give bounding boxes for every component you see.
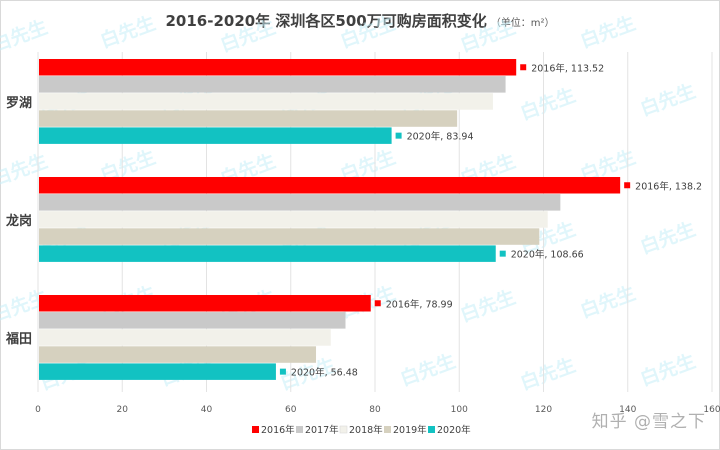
data-label-marker <box>279 368 286 375</box>
legend-swatch-2 <box>296 426 303 433</box>
chart-unit-note: （单位：m²） <box>490 18 555 29</box>
bar-2-1 <box>39 177 621 194</box>
x-tick-label: 80 <box>369 405 381 415</box>
watermark-logo: 白先生 <box>517 353 578 394</box>
legend-swatch-5 <box>428 426 435 433</box>
bar-3-4 <box>39 346 317 363</box>
x-tick-label: 140 <box>619 405 636 415</box>
x-tick-label: 160 <box>703 405 720 415</box>
legend-label-5: 2020年 <box>437 424 471 436</box>
watermark-logo: 白先生 <box>517 83 578 124</box>
data-label: 2016年, 113.52 <box>531 62 604 74</box>
bar-1-5 <box>39 127 392 144</box>
x-tick-label: 40 <box>201 405 213 415</box>
watermark-logo: 白先生 <box>577 281 638 322</box>
legend-swatch-1 <box>252 426 259 433</box>
bar-2-2 <box>39 194 561 211</box>
watermark-logo: 白先生 <box>637 349 698 390</box>
x-tick-label: 100 <box>451 405 468 415</box>
data-label: 2016年, 78.99 <box>386 298 453 310</box>
bar-2-5 <box>39 245 496 262</box>
legend-swatch-4 <box>384 426 391 433</box>
watermark-logo: 白先生 <box>577 11 638 52</box>
data-label-marker <box>395 132 402 139</box>
watermark-logo: 白先生 <box>217 15 278 56</box>
watermark-credit: 知乎 @雪之下 <box>591 412 706 432</box>
watermark-logo: 白先生 <box>0 15 50 56</box>
x-tick-label: 20 <box>117 405 129 415</box>
data-label-marker <box>374 300 381 307</box>
bar-3-2 <box>39 312 346 329</box>
bar-3-1 <box>39 295 371 312</box>
legend-label-3: 2018年 <box>349 424 383 436</box>
watermark-logo: 白先生 <box>457 15 518 56</box>
chart-title: 2016-2020年 深圳各区500万可购房面积变化 （单位：m²） <box>0 10 720 31</box>
data-label-marker <box>520 64 527 71</box>
x-tick-label: 0 <box>35 405 41 415</box>
bar-1-3 <box>39 93 493 110</box>
data-label: 2016年, 138.2 <box>635 180 702 192</box>
legend-label-4: 2019年 <box>393 424 427 436</box>
watermark-logo: 白先生 <box>637 217 698 258</box>
data-label: 2020年, 108.66 <box>511 249 584 261</box>
chart-title-text: 2016-2020年 深圳各区500万可购房面积变化 <box>165 12 487 30</box>
bar-1-4 <box>39 110 458 127</box>
category-label: 龙岗 <box>6 213 32 229</box>
legend-label-2: 2017年 <box>305 424 339 436</box>
data-label-marker <box>499 250 506 257</box>
x-tick-label: 120 <box>535 405 552 415</box>
bar-1-2 <box>39 76 506 93</box>
x-tick-label: 60 <box>285 405 297 415</box>
watermark-logo: 白先生 <box>337 11 398 52</box>
watermark-logo: 白先生 <box>637 79 698 120</box>
watermark-logo: 白先生 <box>457 285 518 326</box>
watermark-logo: 白先生 <box>97 11 158 52</box>
data-label: 2020年, 83.94 <box>407 131 474 143</box>
bar-3-5 <box>39 363 276 380</box>
watermark-logo: 白先生 <box>397 349 458 390</box>
legend-swatch-3 <box>339 425 348 434</box>
bar-1-1 <box>39 59 517 76</box>
data-label-marker <box>624 182 631 189</box>
legend-label-1: 2016年 <box>261 424 295 436</box>
bar-2-3 <box>39 211 548 228</box>
bar-3-3 <box>39 329 331 346</box>
category-label: 福田 <box>5 331 32 347</box>
data-label: 2020年, 56.48 <box>291 367 358 379</box>
bar-2-4 <box>39 228 540 245</box>
category-label: 罗湖 <box>6 96 32 111</box>
